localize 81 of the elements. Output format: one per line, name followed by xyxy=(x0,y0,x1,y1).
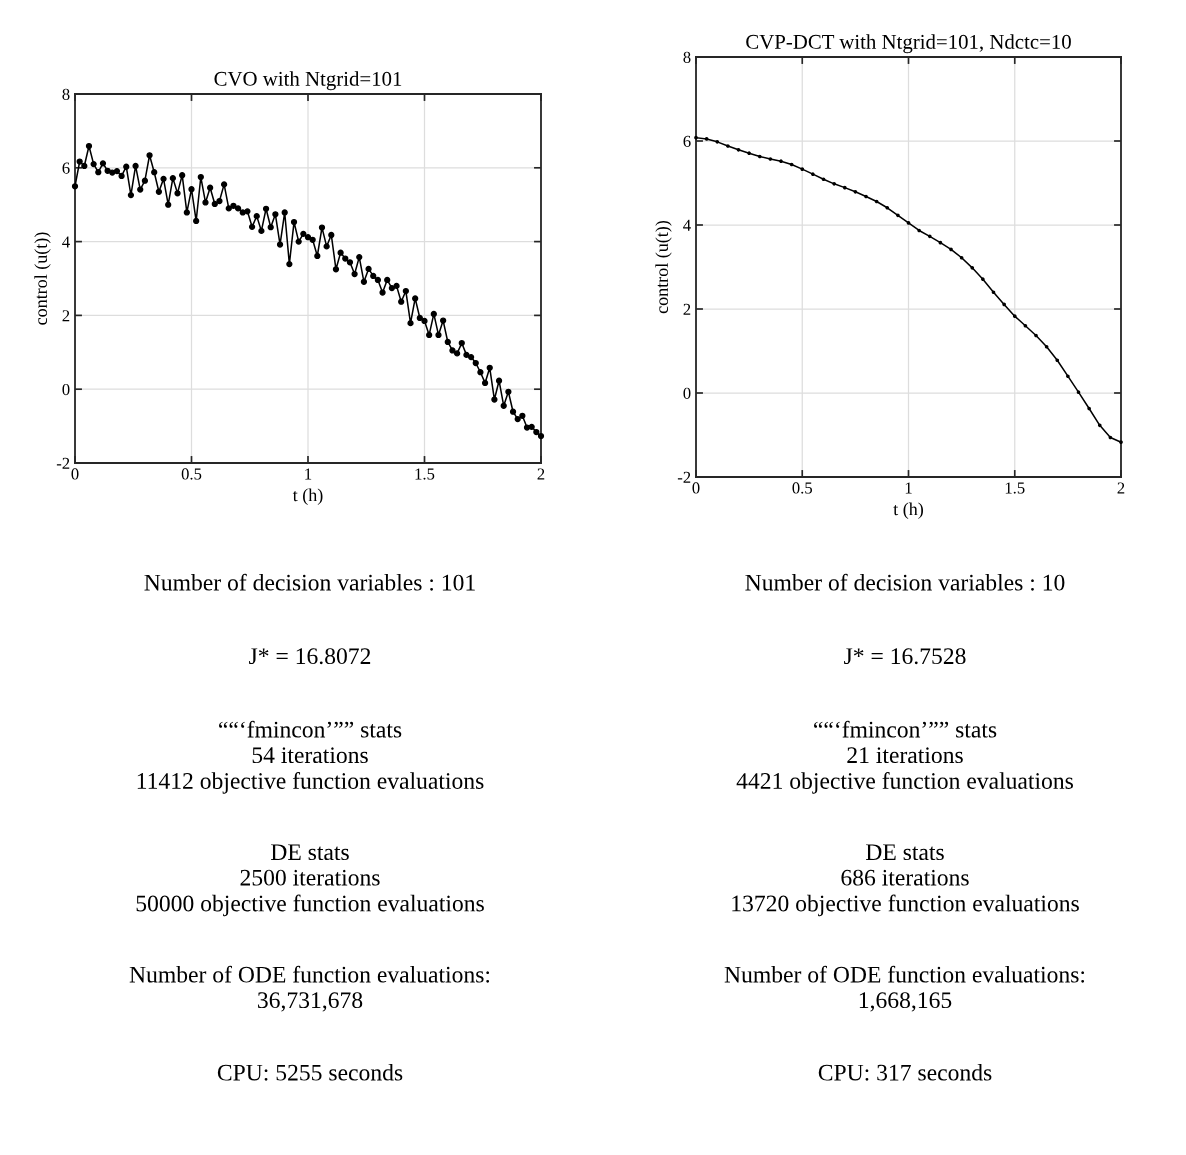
y-tick-label: 2 xyxy=(683,303,691,315)
x-tick-label: 0 xyxy=(692,482,700,494)
point xyxy=(1087,406,1091,411)
text: Number of ODE function evaluations: 36,731,678 xyxy=(129,965,490,1012)
y-tick-label: 6 xyxy=(683,135,691,147)
text: CPU: 317 seconds xyxy=(818,1064,992,1081)
x-tick-label: 1 xyxy=(305,468,312,480)
text: CPU: 5255 seconds xyxy=(217,1064,403,1081)
y-tick-label: 6 xyxy=(62,162,70,174)
point xyxy=(1002,302,1006,307)
point xyxy=(896,213,900,218)
y-tick-label: 4 xyxy=(62,236,70,248)
y-tick-label: 0 xyxy=(62,383,70,396)
y-axis-title: control (u(t)) xyxy=(655,220,672,314)
point xyxy=(1023,323,1028,328)
text: ““‘fmincon’”” stats 21 iterations 4421 objective function evaluations xyxy=(736,720,1073,794)
point xyxy=(970,266,975,270)
point xyxy=(1034,333,1038,338)
x-axis-title: t (h) xyxy=(893,502,923,519)
point xyxy=(694,135,698,140)
text: J* = 16.8072 xyxy=(249,648,371,665)
chart-title: CVO with Ntgrid=101 xyxy=(214,71,402,91)
text: DE stats 2500 iterations 50000 objective function evaluations xyxy=(136,844,484,917)
point xyxy=(1012,314,1017,318)
x-tick-label: 1.5 xyxy=(415,468,435,480)
y-tick-label: 2 xyxy=(62,310,70,322)
point xyxy=(853,190,858,194)
x-tick-label: 1 xyxy=(905,482,912,494)
y-tick-label: 8 xyxy=(683,51,691,63)
chart-title: CVP-DCT with Ntgrid=101, Ndctc=10 xyxy=(746,34,1071,54)
point xyxy=(959,255,964,260)
point xyxy=(757,154,762,159)
point xyxy=(842,185,847,190)
x-tick-label: 2 xyxy=(537,468,545,480)
point xyxy=(906,221,911,225)
point xyxy=(800,167,805,171)
point xyxy=(779,159,783,163)
y-tick-label: -2 xyxy=(56,457,70,469)
text: Number of decision variables : 10 xyxy=(745,573,1065,591)
point xyxy=(917,228,921,233)
point xyxy=(874,199,879,204)
point xyxy=(949,247,953,252)
y-tick-label: 8 xyxy=(62,88,70,100)
point xyxy=(991,290,996,295)
point xyxy=(864,194,868,199)
text: Number of decision variables : 101 xyxy=(144,573,475,591)
point xyxy=(1076,390,1081,394)
y-tick-label: 0 xyxy=(683,387,691,399)
point xyxy=(1044,344,1049,349)
y-tick-label: 4 xyxy=(683,219,691,231)
point xyxy=(811,172,815,176)
x-tick-label: 0 xyxy=(71,468,79,480)
y-tick-label: -2 xyxy=(677,471,691,483)
point xyxy=(1066,374,1070,379)
point xyxy=(1055,358,1060,363)
point xyxy=(736,148,741,152)
text: J* = 16.7528 xyxy=(844,648,966,665)
text: ““‘fmincon’”” stats 54 iterations 11412 objective function evaluations xyxy=(137,720,484,794)
x-tick-label: 1.5 xyxy=(1005,482,1025,494)
point xyxy=(832,182,836,186)
point xyxy=(704,137,709,141)
point xyxy=(1097,423,1102,428)
x-tick-label: 0.5 xyxy=(181,468,202,480)
point xyxy=(885,205,890,210)
point xyxy=(715,140,720,144)
text: DE stats 686 iterations 13720 objective function evaluations xyxy=(732,844,1079,917)
point xyxy=(981,277,985,281)
text: Number of ODE function evaluations: 1,668,165 xyxy=(724,965,1085,1012)
x-tick-label: 2 xyxy=(1117,482,1125,494)
point xyxy=(938,240,943,245)
point xyxy=(927,234,932,239)
point xyxy=(768,157,773,161)
x-tick-label: 0.5 xyxy=(792,482,813,494)
point xyxy=(821,177,826,182)
y-axis-title: control (u(t)) xyxy=(34,232,51,325)
point xyxy=(1108,435,1113,440)
x-axis-title: t (h) xyxy=(292,488,323,505)
point xyxy=(789,162,794,167)
point xyxy=(726,144,730,148)
point xyxy=(1119,440,1123,444)
point xyxy=(747,151,751,155)
